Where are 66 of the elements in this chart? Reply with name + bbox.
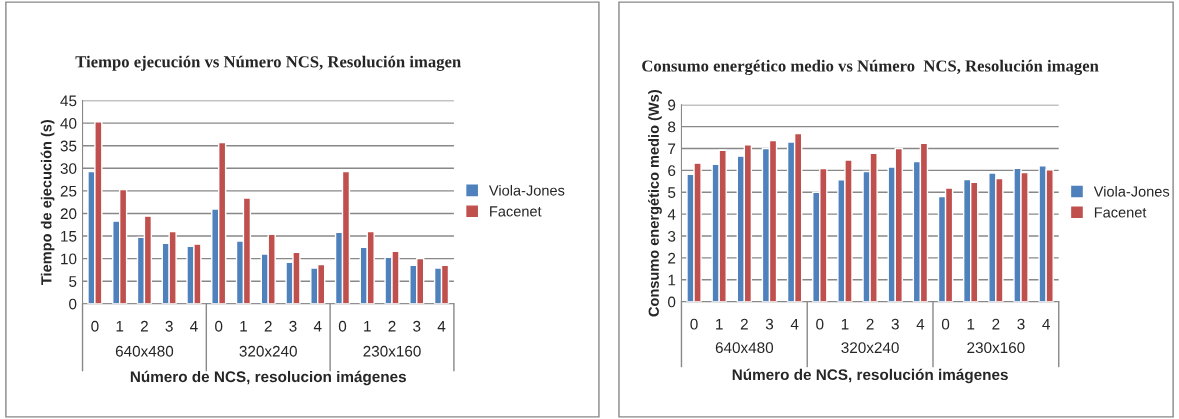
x-tick-label: 0 — [338, 320, 347, 332]
x-tick-label: 3 — [1017, 318, 1025, 330]
x-tick-label: 4 — [1042, 318, 1050, 330]
x-tick-label: 3 — [289, 320, 297, 332]
y-tick-label: 5 — [668, 187, 676, 198]
y-axis-title: Consumo energético medio (Ws) — [648, 90, 662, 317]
text: 640x480 — [715, 342, 774, 354]
text: 320x240 — [239, 345, 297, 357]
y-tick-label: 45 — [60, 95, 77, 107]
y-tick-label: 0 — [668, 296, 676, 308]
x-tick-label: 0 — [215, 320, 223, 332]
y-tick-label: 8 — [668, 121, 676, 133]
x-tick-label: 1 — [841, 318, 849, 330]
x-tick-label: 2 — [866, 318, 874, 330]
y-tick-label: 25 — [60, 185, 77, 197]
x-tick-label: 1 — [364, 321, 371, 332]
y-tick-label: 40 — [60, 118, 77, 129]
y-tick-label: 35 — [60, 140, 77, 152]
x-tick-label: 2 — [388, 320, 396, 332]
x-axis-title: Número de NCS, resolucion imágenes — [130, 370, 406, 386]
x-tick-label: 0 — [690, 318, 698, 330]
x-tick-label: 0 — [941, 318, 950, 330]
y-tick-label: 30 — [60, 163, 77, 174]
x-tick-label: 3 — [765, 318, 774, 330]
x-tick-label: 3 — [165, 320, 173, 332]
y-tick-label: 1 — [668, 274, 676, 286]
legend-label: Viola-Jones — [1093, 185, 1170, 197]
y-axis-title: Tiempo de ejecución (s) — [40, 119, 55, 285]
text: 230x160 — [363, 345, 421, 357]
y-tick-label: 5 — [69, 276, 77, 287]
x-tick-label: 1 — [240, 321, 247, 332]
x-tick-label: 1 — [116, 321, 124, 332]
y-tick-label: 20 — [60, 208, 77, 220]
y-tick-label: 4 — [667, 209, 676, 220]
x-tick-label: 3 — [891, 318, 899, 330]
x-tick-label: 1 — [967, 318, 975, 330]
y-tick-label: 6 — [668, 165, 676, 177]
x-tick-label: 2 — [992, 318, 1000, 330]
x-tick-label: 4 — [437, 321, 446, 332]
x-tick-label: 4 — [313, 321, 322, 332]
y-tick-label: 15 — [61, 231, 77, 242]
x-tick-label: 0 — [816, 318, 824, 330]
y-tick-label: 7 — [668, 143, 676, 155]
x-tick-label: 3 — [413, 320, 421, 332]
chart-title: Consumo energético medio vs Número NCS, Resolución imagen — [642, 59, 1099, 76]
y-tick-label: 2 — [668, 252, 676, 264]
x-axis-title: Número de NCS, resolución imágenes — [732, 368, 1008, 384]
legend-label: Facenet — [1094, 207, 1147, 218]
x-tick-label: 2 — [264, 320, 272, 332]
text: 320x240 — [841, 342, 899, 354]
text: 640x480 — [115, 345, 174, 357]
x-tick-label: 4 — [190, 321, 198, 332]
chart-title: Tiempo ejecución vs Número NCS, Resolución imagen — [75, 55, 461, 71]
y-tick-label: 0 — [69, 298, 77, 310]
x-tick-label: 4 — [916, 318, 925, 330]
x-tick-label: 1 — [716, 318, 723, 330]
y-tick-label: 3 — [667, 230, 676, 242]
text: 230x160 — [967, 342, 1025, 354]
y-tick-label: 10 — [61, 253, 77, 265]
x-tick-label: 2 — [740, 318, 748, 330]
legend-label: Facenet — [490, 206, 542, 217]
x-tick-label: 2 — [140, 320, 148, 332]
x-tick-label: 0 — [91, 320, 99, 332]
x-tick-label: 4 — [790, 318, 799, 330]
legend-label: Viola-Jones — [488, 184, 565, 196]
y-tick-label: 9 — [668, 99, 676, 111]
